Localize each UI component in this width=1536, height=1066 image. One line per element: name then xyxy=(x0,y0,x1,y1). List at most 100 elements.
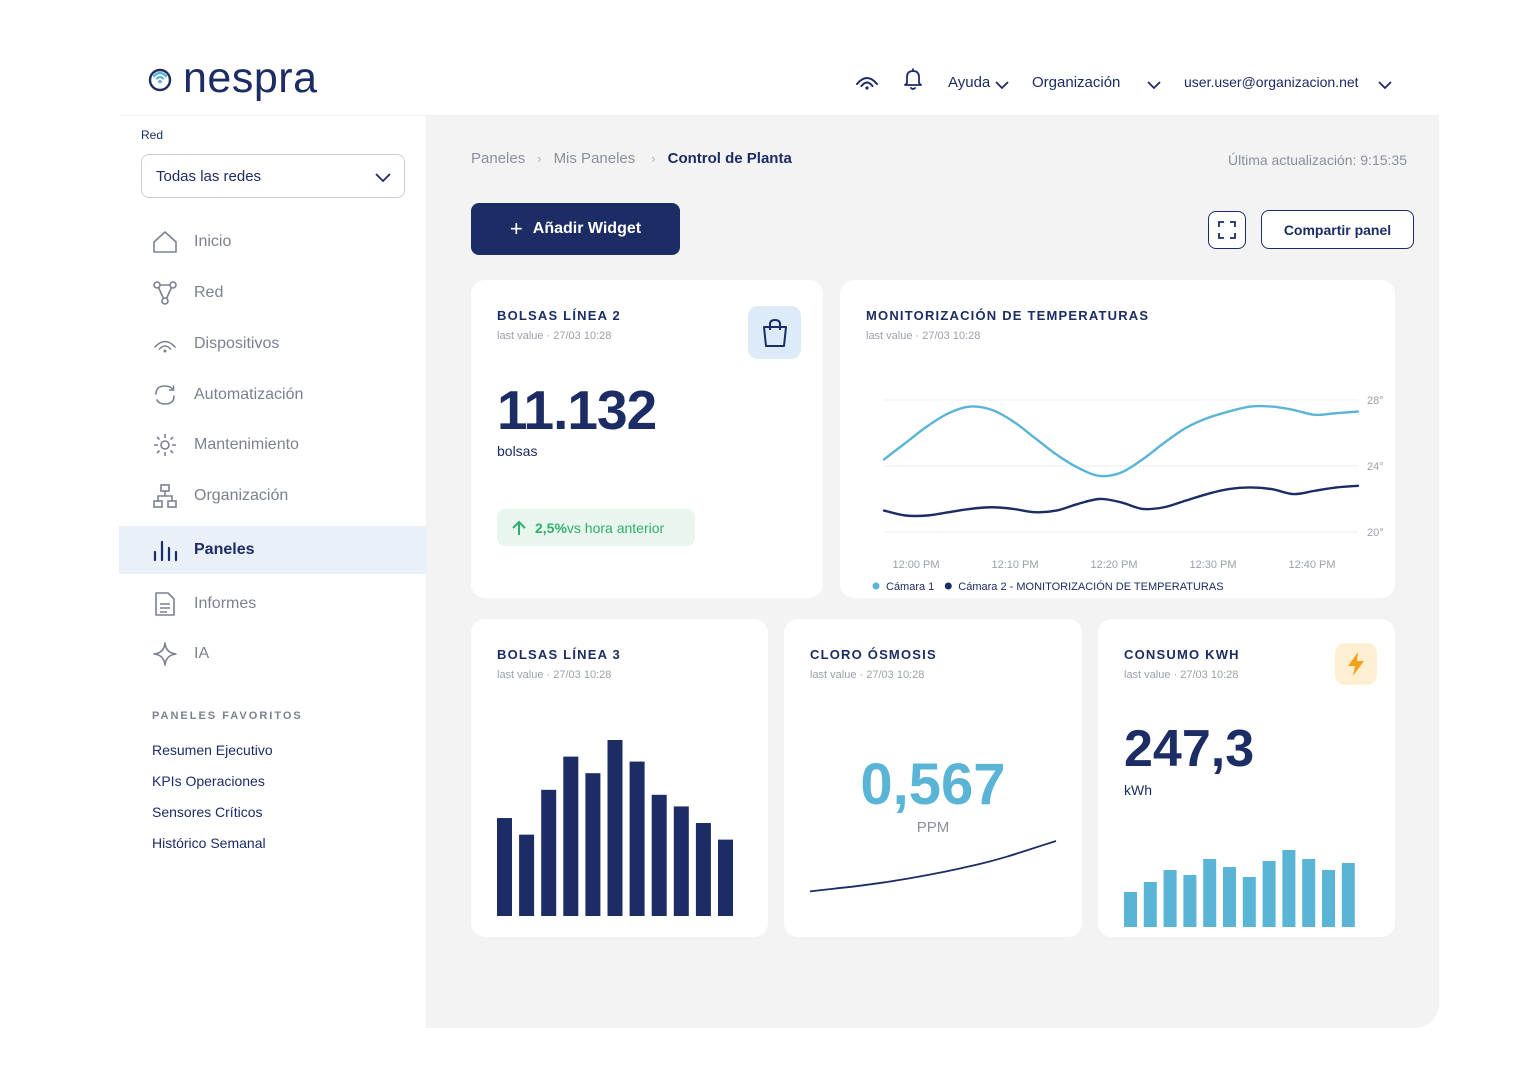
widget-title: MONITORIZACIÓN DE TEMPERATURAS xyxy=(866,308,1150,323)
widget-bolsas-linea-2[interactable]: BOLSAS LÍNEA 2 last value · 27/03 10:28 … xyxy=(471,280,823,598)
add-widget-label: Añadir Widget xyxy=(532,220,642,237)
widget-title: BOLSAS LÍNEA 3 xyxy=(497,647,621,662)
breadcrumb-item[interactable]: Paneles xyxy=(471,150,526,167)
bar[interactable] xyxy=(541,789,557,916)
fullscreen-icon xyxy=(1218,221,1236,239)
bar[interactable] xyxy=(1163,870,1177,927)
bar[interactable] xyxy=(695,823,711,916)
bar[interactable] xyxy=(718,839,733,916)
widget-temperaturas[interactable]: MONITORIZACIÓN DE TEMPERATURAS last valu… xyxy=(840,280,1395,598)
legend-label[interactable]: Cámara 2 - MONITORIZACIÓN DE TEMPERATURA… xyxy=(958,580,1223,593)
sparkline xyxy=(809,840,1057,893)
bar[interactable] xyxy=(1242,877,1256,927)
user-email: user.user@organizacion.net xyxy=(1184,74,1359,90)
help-menu[interactable]: Ayuda xyxy=(948,71,1010,93)
chevron-down-icon xyxy=(1147,81,1162,90)
trend-badge: 2,5% vs hora anterior xyxy=(497,509,695,546)
consumo-bar-chart[interactable] xyxy=(1098,619,1395,937)
org-tree-icon xyxy=(152,483,178,509)
home-icon xyxy=(152,229,178,255)
sidebar-item-label: Informes xyxy=(194,595,257,612)
bar[interactable] xyxy=(1341,863,1355,927)
breadcrumb-separator: › xyxy=(537,151,542,166)
sidebar-item-organizacion[interactable]: Organización xyxy=(119,472,427,520)
bar[interactable] xyxy=(1223,867,1236,927)
bar[interactable] xyxy=(1203,859,1217,927)
refresh-icon xyxy=(152,382,178,408)
network-select[interactable]: Todas las redes xyxy=(141,154,405,198)
favorite-item[interactable]: KPIs Operaciones xyxy=(152,773,265,789)
sidebar-item-label: Organización xyxy=(194,487,289,504)
bar[interactable] xyxy=(563,756,579,916)
add-widget-button[interactable]: + Añadir Widget xyxy=(471,203,680,255)
bar[interactable] xyxy=(1302,859,1316,927)
favorite-item[interactable]: Sensores Críticos xyxy=(152,804,263,820)
sidebar-item-label: Red xyxy=(194,284,224,301)
signal-icon[interactable] xyxy=(854,68,880,94)
sidebar-item-mantenimiento[interactable]: Mantenimiento xyxy=(119,421,427,469)
breadcrumb: Paneles › Mis Paneles › Control de Plant… xyxy=(471,150,792,167)
signal-icon xyxy=(152,331,178,357)
sidebar-item-informes[interactable]: Informes xyxy=(119,580,427,628)
bar-chart-icon xyxy=(152,537,178,563)
widget-consumo-kwh[interactable]: CONSUMO KWH last value · 27/03 10:28 247… xyxy=(1098,619,1395,937)
widget-subtitle: last value · 27/03 10:28 xyxy=(497,669,612,681)
sidebar-item-automatizacion[interactable]: Automatización xyxy=(119,371,427,419)
x-tick-label: 12:10 PM xyxy=(991,559,1038,571)
bar[interactable] xyxy=(607,740,623,916)
sidebar-item-label: Automatización xyxy=(194,386,304,403)
widget-title: BOLSAS LÍNEA 2 xyxy=(497,308,621,323)
bar[interactable] xyxy=(1143,882,1157,927)
series-line-1[interactable] xyxy=(882,404,1360,478)
lightning-icon xyxy=(1335,643,1377,685)
temperature-line-chart[interactable]: 28° 24° 20° 12:00 PM 12:10 PM 12:20 PM 12:30 P… xyxy=(840,280,1395,598)
last-updated: Última actualización: 9:15:35 xyxy=(1228,152,1407,168)
network-select-value: Todas las redes xyxy=(156,167,262,185)
bar[interactable] xyxy=(1183,875,1197,927)
widget-cloro-osmosis[interactable]: CLORO ÓSMOSIS last value · 27/03 10:28 0… xyxy=(784,619,1082,937)
bar[interactable] xyxy=(651,794,667,916)
plus-icon: + xyxy=(509,216,523,241)
widget-bolsas-linea-3[interactable]: BOLSAS LÍNEA 3 last value · 27/03 10:28 xyxy=(471,619,768,937)
sidebar-item-label: Dispositivos xyxy=(194,335,280,352)
legend-label[interactable]: Cámara 1 xyxy=(886,581,934,593)
logo-icon xyxy=(148,68,172,92)
bell-icon[interactable] xyxy=(900,66,926,92)
bar[interactable] xyxy=(673,806,689,916)
sidebar-item-label: Inicio xyxy=(194,233,232,250)
bar[interactable] xyxy=(629,761,645,916)
x-tick-label: 12:30 PM xyxy=(1189,559,1236,571)
sidebar-item-ia[interactable]: IA xyxy=(119,630,427,678)
sidebar-item-dispositivos[interactable]: Dispositivos xyxy=(119,320,427,368)
breadcrumb-current: Control de Planta xyxy=(667,150,792,167)
widget-unit: bolsas xyxy=(497,443,538,459)
sidebar-item-inicio[interactable]: Inicio xyxy=(119,218,427,266)
document-icon xyxy=(152,591,178,617)
breadcrumb-item[interactable]: Mis Paneles xyxy=(553,150,636,167)
bar[interactable] xyxy=(519,834,535,916)
network-label: Red xyxy=(141,128,164,142)
bar[interactable] xyxy=(585,773,601,916)
widget-subtitle: last value · 27/03 10:28 xyxy=(810,669,925,681)
widget-title: CONSUMO KWH xyxy=(1124,647,1240,662)
share-panel-button[interactable]: Compartir panel xyxy=(1261,210,1414,249)
bar[interactable] xyxy=(1322,870,1335,927)
favorite-item[interactable]: Resumen Ejecutivo xyxy=(152,742,273,758)
sidebar-item-red[interactable]: Red xyxy=(119,269,427,317)
favorite-item[interactable]: Histórico Semanal xyxy=(152,835,266,851)
bar[interactable] xyxy=(497,818,512,916)
organization-menu[interactable]: Organización xyxy=(1032,71,1162,93)
series-line-2[interactable] xyxy=(882,484,1360,518)
bar[interactable] xyxy=(1282,850,1296,927)
widget-subtitle: last value · 27/03 10:28 xyxy=(1124,669,1239,681)
user-menu[interactable]: user.user@organizacion.net xyxy=(1184,71,1393,93)
bar[interactable] xyxy=(1262,861,1276,927)
bolsas-bar-chart[interactable] xyxy=(471,619,768,937)
widget-value: 247,3 xyxy=(1124,720,1255,778)
bar[interactable] xyxy=(1124,892,1137,927)
fullscreen-button[interactable] xyxy=(1208,211,1246,249)
logo[interactable]: nespra xyxy=(145,56,317,100)
sidebar-item-label: IA xyxy=(194,645,210,662)
shopping-bag-icon xyxy=(748,306,801,359)
sidebar-item-paneles[interactable]: Paneles xyxy=(119,526,427,574)
